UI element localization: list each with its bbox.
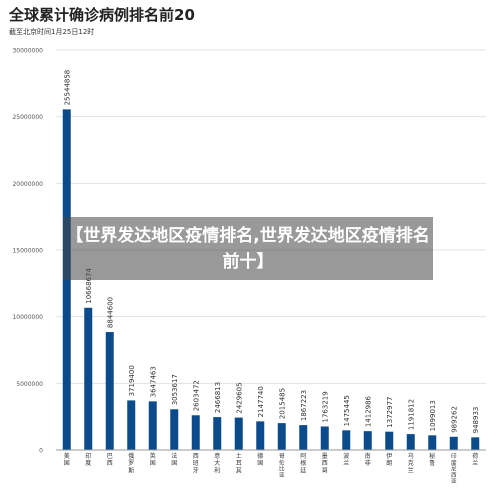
data-label: 8844600 — [106, 297, 114, 328]
bar — [406, 434, 415, 450]
bar — [105, 332, 114, 450]
category-label: 法国 — [171, 452, 177, 467]
y-tick-label: 10000000 — [12, 314, 43, 321]
data-label: 1412986 — [364, 395, 372, 427]
bar — [256, 421, 265, 450]
data-label: 1475445 — [343, 395, 351, 426]
category-label: 乌克兰 — [408, 452, 414, 474]
bar — [363, 431, 372, 450]
bar — [385, 431, 394, 450]
bar — [84, 307, 93, 450]
category-label: 英国 — [150, 452, 156, 467]
category-label: 俄罗斯 — [128, 452, 134, 474]
bar — [320, 426, 329, 450]
data-label: 2603472 — [192, 380, 200, 411]
data-label: 1191812 — [407, 399, 415, 430]
bar — [148, 401, 157, 450]
data-label: 1099013 — [429, 400, 437, 431]
y-tick-label: 15000000 — [12, 248, 43, 255]
data-label: 3647463 — [149, 366, 157, 397]
bar — [277, 423, 286, 450]
data-label: 10668674 — [85, 268, 93, 304]
bar — [127, 400, 136, 450]
category-label: 伊朗 — [386, 452, 392, 467]
bar — [342, 430, 351, 450]
category-label: 哥伦比亚 — [279, 453, 285, 479]
data-label: 2147740 — [257, 386, 265, 417]
category-label: 秘鲁 — [429, 452, 435, 467]
y-tick-label: 5000000 — [16, 381, 43, 388]
bar — [471, 437, 480, 450]
category-label: 印度尼西亚 — [451, 453, 457, 485]
data-label: 1867223 — [300, 390, 308, 421]
chart-title: 全球累计确诊病例排名前20 — [9, 6, 195, 24]
bar — [234, 417, 243, 450]
category-label: 波兰 — [343, 452, 349, 467]
data-label: 2015485 — [278, 388, 286, 419]
data-label: 989262 — [450, 406, 458, 433]
bar — [428, 435, 437, 450]
category-label: 巴西 — [107, 453, 113, 467]
bar — [213, 417, 222, 450]
data-label: 948933 — [472, 407, 480, 434]
category-label: 土耳其 — [236, 452, 242, 474]
category-label: 墨西哥 — [322, 453, 328, 474]
data-label: 25544858 — [63, 70, 71, 106]
category-label: 德国 — [257, 452, 263, 467]
category-label: 意大利 — [214, 452, 220, 474]
data-label: 2429605 — [235, 382, 243, 413]
overlay-caption: 【世界发达地区疫情排名,世界发达地区疫情排名前十】 — [66, 225, 430, 272]
data-label: 1763219 — [321, 391, 329, 422]
watermark-overlay: 【世界发达地区疫情排名,世界发达地区疫情排名前十】 — [63, 217, 433, 280]
category-label: 南非 — [365, 452, 371, 467]
data-label: 2466813 — [214, 382, 222, 413]
category-label: 阿根廷 — [300, 452, 306, 474]
chart-subtitle: 截至北京时间1月25日12时 — [9, 28, 95, 36]
y-tick-label: 0 — [39, 448, 43, 455]
bar — [449, 436, 458, 450]
y-tick-label: 30000000 — [12, 48, 43, 55]
data-label: 3053617 — [171, 374, 179, 405]
y-tick-label: 25000000 — [12, 114, 43, 121]
category-label: 美国 — [64, 452, 70, 467]
data-label: 3719400 — [128, 365, 136, 396]
bar — [191, 415, 200, 450]
y-tick-label: 20000000 — [12, 181, 43, 188]
bar — [170, 409, 179, 450]
data-label: 1372977 — [386, 397, 394, 428]
category-label: 印度 — [85, 453, 91, 467]
category-label: 荷兰 — [472, 452, 478, 467]
category-label: 西班牙 — [193, 453, 199, 474]
bar — [299, 425, 308, 450]
